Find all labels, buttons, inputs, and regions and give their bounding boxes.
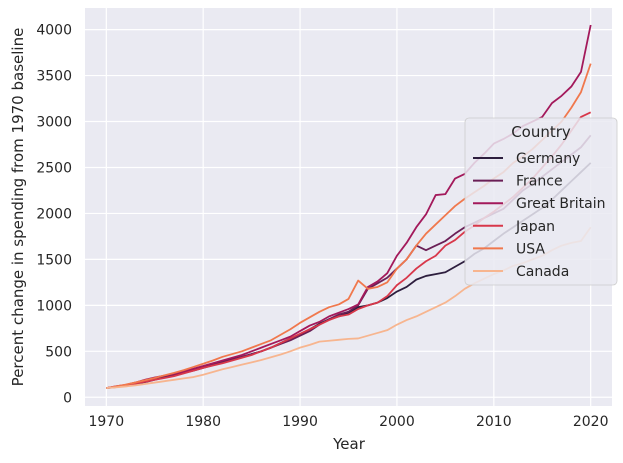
y-tick-label: 2000 <box>36 206 72 222</box>
legend-item: Great Britain <box>473 196 606 212</box>
legend-item: France <box>473 174 563 190</box>
x-tick-label: 2000 <box>379 414 415 430</box>
legend-label: Canada <box>516 264 569 280</box>
legend-item: Japan <box>473 219 555 235</box>
y-tick-label: 2500 <box>36 160 72 176</box>
legend-label: France <box>516 174 563 190</box>
legend-label: Great Britain <box>516 196 606 212</box>
legend: Country Germany France Great Britain Japan U… <box>464 117 618 286</box>
y-axis-title: Percent change in spending from 1970 bas… <box>9 28 27 387</box>
legend-label: USA <box>516 241 545 257</box>
y-tick-label: 0 <box>63 390 72 406</box>
x-tick-label: 1990 <box>282 414 318 430</box>
legend-label: Japan <box>515 219 555 235</box>
y-axis-ticks: 0 500 1000 1500 2000 2500 3000 3500 4000 <box>36 23 72 407</box>
legend-item: Canada <box>473 264 569 280</box>
legend-item: Germany <box>473 151 580 167</box>
y-tick-label: 3500 <box>36 69 72 85</box>
y-tick-label: 3000 <box>36 115 72 131</box>
x-tick-label: 1980 <box>185 414 221 430</box>
legend-items: Germany France Great Britain Japan USA Canada <box>473 151 606 280</box>
x-tick-label: 1970 <box>88 414 124 430</box>
legend-item: USA <box>473 241 545 257</box>
x-tick-label: 2010 <box>476 414 512 430</box>
y-tick-label: 1000 <box>36 298 72 314</box>
x-tick-label: 2020 <box>573 414 609 430</box>
y-tick-label: 4000 <box>36 23 72 39</box>
y-tick-label: 500 <box>45 344 72 360</box>
legend-title: Country <box>511 123 571 141</box>
legend-box <box>464 117 618 286</box>
x-axis-ticks: 1970 1980 1990 2000 2010 2020 <box>88 414 608 430</box>
x-axis-title: Year <box>332 435 366 453</box>
y-tick-label: 1500 <box>36 252 72 268</box>
legend-label: Germany <box>516 151 580 167</box>
